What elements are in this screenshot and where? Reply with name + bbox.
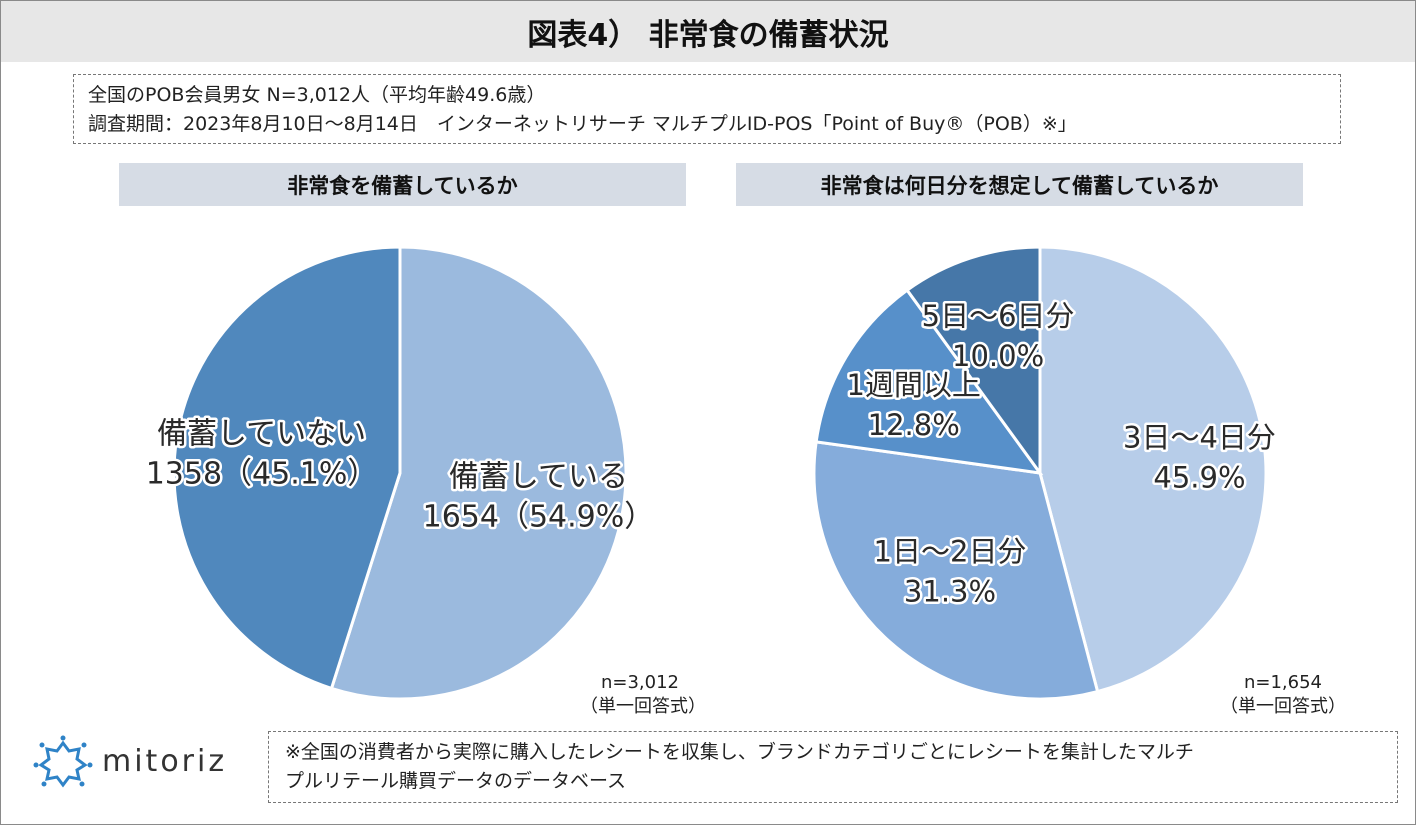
chart-1-slice-0-value: 45.9% — [1153, 461, 1245, 495]
chart-0-slice-1 — [172, 245, 402, 691]
footnote-line-1: ※全国の消費者から実際に購入したレシートを収集し、ブランドカテゴリごとにレシート… — [285, 741, 1194, 763]
right-chart-title: 非常食は何日分を想定して備蓄しているか — [736, 163, 1303, 206]
chart-0-slice-1-value: 1358（45.1%） — [146, 457, 378, 492]
right-chart-n: n=1,654 — [1243, 672, 1323, 693]
chart-1-slice-2 — [814, 288, 1044, 475]
chart-1-slice-3-value: 10.0% — [952, 339, 1044, 373]
chart-1-slice-1 — [812, 440, 1100, 701]
left-chart-n-note: n=3,012 （単一回答式） — [580, 671, 706, 719]
mitoriz-logo: mitoriz — [32, 733, 247, 789]
chart-1-slice-3 — [905, 245, 1042, 478]
footnote-box: ※全国の消費者から実際に購入したレシートを収集し、ブランドカテゴリごとにレシート… — [268, 731, 1398, 803]
left-chart-answer-type: （単一回答式） — [580, 696, 706, 717]
chart-1-slice-2-label: 1週間以上 — [846, 368, 980, 402]
chart-1-slice-1-value: 31.3% — [904, 574, 996, 608]
left-chart-n: n=3,012 — [600, 672, 680, 693]
right-chart-answer-type: （単一回答式） — [1220, 696, 1346, 717]
chart-1-slice-2-value: 12.8% — [868, 408, 960, 442]
survey-period-text: 調査期間：2023年8月10日～8月14日 インターネットリサーチ マルチプルI… — [88, 113, 1077, 135]
chart-0-slice-0 — [329, 245, 628, 701]
sun-logo-icon — [33, 735, 93, 788]
chart-1-slice-1-label: 1日～2日分 — [874, 534, 1027, 568]
chart-1-slice-0-label: 3日～4日分 — [1123, 421, 1276, 455]
figure-title: 図表4） 非常食の備蓄状況 — [1, 1, 1415, 62]
survey-info-box: 全国のPOB会員男女 N=3,012人（平均年齢49.6歳） 調査期間：2023… — [73, 74, 1341, 144]
chart-0-slice-0-label: 備蓄している — [449, 459, 628, 494]
survey-sample-text: 全国のPOB会員男女 N=3,012人（平均年齢49.6歳） — [88, 84, 546, 106]
right-chart-n-note: n=1,654 （単一回答式） — [1218, 671, 1348, 719]
chart-0-slice-0-value: 1654（54.9%） — [423, 499, 655, 534]
logo-text: mitoriz — [102, 743, 228, 779]
footnote-line-2: プルリテール購買データのデータベース — [285, 770, 627, 792]
chart-1-slice-3-label: 5日～6日分 — [922, 299, 1075, 333]
left-chart-title: 非常食を備蓄しているか — [119, 163, 686, 206]
chart-1-slice-0 — [1038, 245, 1268, 694]
chart-0-slice-1-label: 備蓄していない — [157, 417, 366, 452]
